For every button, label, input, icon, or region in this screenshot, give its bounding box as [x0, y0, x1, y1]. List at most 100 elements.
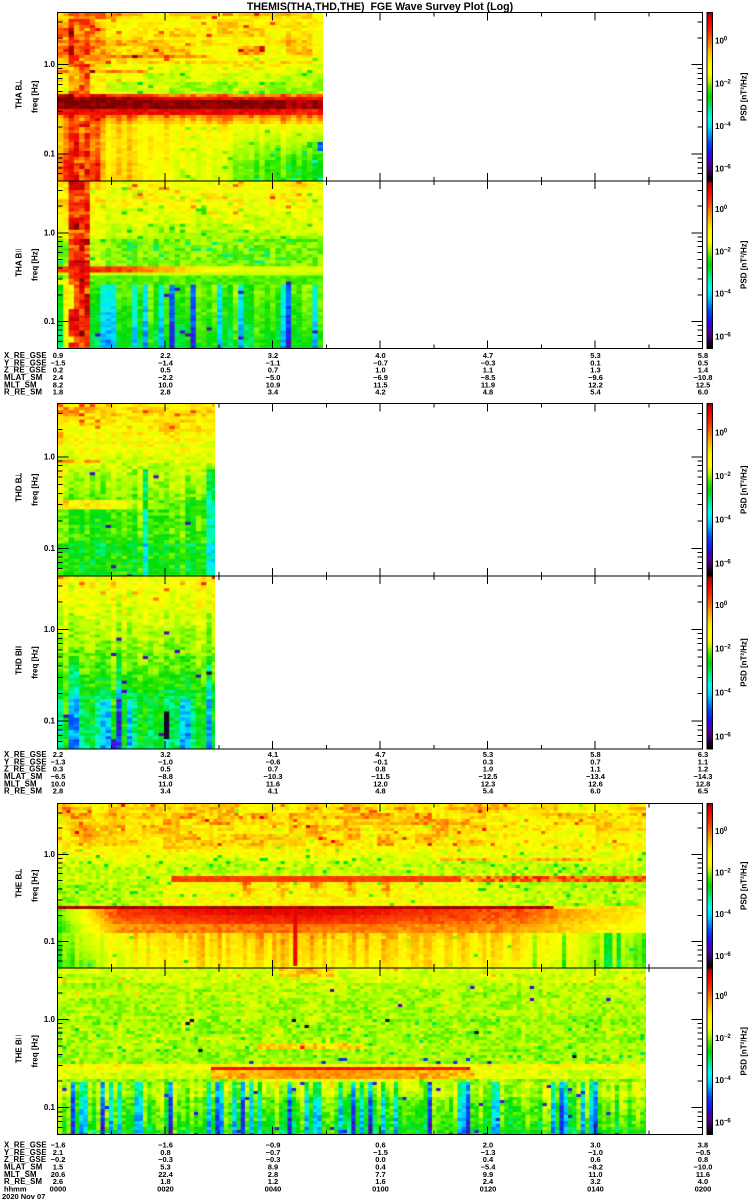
- svg-text:−1.3: −1.3: [481, 1148, 496, 1157]
- svg-text:1.0: 1.0: [44, 625, 56, 634]
- svg-text:R_RE_SM: R_RE_SM: [4, 388, 42, 397]
- svg-text:−1.5: −1.5: [51, 358, 66, 367]
- svg-text:THE B: THE B: [15, 874, 24, 898]
- svg-text:6.0: 6.0: [698, 388, 708, 397]
- svg-text:Y_RE_GSE: Y_RE_GSE: [4, 1148, 47, 1157]
- svg-text:−1.4: −1.4: [158, 358, 174, 367]
- svg-text:11.6: 11.6: [696, 1170, 710, 1179]
- svg-text:MLAT_SM: MLAT_SM: [4, 373, 43, 382]
- svg-text:−0.6: −0.6: [266, 757, 281, 766]
- svg-text:10.9: 10.9: [266, 380, 281, 389]
- svg-text:10−2: 10−2: [715, 472, 731, 481]
- svg-text:11.0: 11.0: [158, 779, 172, 788]
- svg-text:−1.0: −1.0: [158, 757, 173, 766]
- svg-text:MLT_SM: MLT_SM: [4, 779, 37, 788]
- svg-text:10−4: 10−4: [715, 290, 731, 299]
- svg-text:0.5: 0.5: [698, 358, 708, 367]
- svg-text:MLAT_SM: MLAT_SM: [4, 1162, 43, 1171]
- svg-text:10−4: 10−4: [715, 910, 731, 919]
- svg-text:0.1: 0.1: [590, 358, 600, 367]
- svg-text:−9.6: −9.6: [588, 373, 603, 382]
- svg-text:freq [Hz]: freq [Hz]: [31, 869, 40, 902]
- svg-text:2.2: 2.2: [160, 351, 170, 360]
- svg-text:−8.5: −8.5: [481, 373, 496, 382]
- svg-text:1.2: 1.2: [268, 1177, 278, 1186]
- svg-text:2.0: 2.0: [483, 1141, 493, 1150]
- svg-text:20.6: 20.6: [51, 1170, 66, 1179]
- svg-text:THA B: THA B: [15, 252, 24, 276]
- svg-text:0.1: 0.1: [44, 544, 56, 553]
- svg-text:X_RE_GSE: X_RE_GSE: [4, 1141, 47, 1150]
- svg-text:4.2: 4.2: [375, 388, 385, 397]
- svg-text:Y_RE_GSE: Y_RE_GSE: [4, 757, 47, 766]
- svg-text:THD B: THD B: [15, 477, 24, 502]
- svg-text:11.9: 11.9: [481, 380, 495, 389]
- svg-text:PSD [nT²/Hz]: PSD [nT²/Hz]: [740, 72, 749, 121]
- svg-text:PSD [nT²/Hz]: PSD [nT²/Hz]: [740, 465, 749, 514]
- svg-text:5.8: 5.8: [698, 351, 708, 360]
- svg-text:THD B: THD B: [15, 650, 24, 675]
- svg-text:6.3: 6.3: [698, 750, 708, 759]
- svg-text:−1.1: −1.1: [266, 358, 281, 367]
- svg-text:0140: 0140: [587, 1184, 604, 1193]
- svg-text:11.6: 11.6: [266, 779, 280, 788]
- svg-text:0.2: 0.2: [53, 366, 63, 375]
- svg-text:100: 100: [715, 428, 728, 437]
- svg-text:MLT_SM: MLT_SM: [4, 1170, 37, 1179]
- svg-text:100: 100: [715, 37, 728, 46]
- svg-text:−8.8: −8.8: [158, 772, 173, 781]
- svg-text:X_RE_GSE: X_RE_GSE: [4, 750, 47, 759]
- svg-text:4.7: 4.7: [483, 351, 493, 360]
- svg-text:2.8: 2.8: [268, 1170, 278, 1179]
- svg-text:−5.4: −5.4: [481, 1162, 497, 1171]
- svg-text:−0.7: −0.7: [373, 358, 388, 367]
- svg-text:2.6: 2.6: [53, 1177, 63, 1186]
- svg-text:0040: 0040: [265, 1184, 282, 1193]
- svg-text:1.5: 1.5: [53, 1162, 63, 1171]
- svg-text:2.4: 2.4: [53, 373, 64, 382]
- svg-text:freq [Hz]: freq [Hz]: [31, 1035, 40, 1068]
- svg-text:10−6: 10−6: [715, 952, 731, 961]
- svg-text:10.0: 10.0: [51, 779, 66, 788]
- svg-text:4.7: 4.7: [375, 750, 385, 759]
- svg-text:R_RE_SM: R_RE_SM: [4, 787, 42, 796]
- svg-text:1.0: 1.0: [44, 452, 56, 461]
- svg-text:1.2: 1.2: [698, 765, 708, 774]
- svg-text:−1.6: −1.6: [158, 1141, 173, 1150]
- svg-text:freq [Hz]: freq [Hz]: [31, 80, 40, 113]
- svg-text:3.8: 3.8: [698, 1141, 708, 1150]
- svg-text:−10.0: −10.0: [694, 1162, 713, 1171]
- svg-text:0020: 0020: [157, 1184, 174, 1193]
- svg-text:Y_RE_GSE: Y_RE_GSE: [4, 358, 47, 367]
- svg-text:−8.2: −8.2: [588, 1162, 603, 1171]
- svg-text:0000: 0000: [50, 1184, 67, 1193]
- svg-text:10−6: 10−6: [715, 165, 731, 174]
- svg-text:5.4: 5.4: [483, 787, 494, 796]
- svg-text:0100: 0100: [372, 1184, 389, 1193]
- svg-text:freq [Hz]: freq [Hz]: [31, 248, 40, 281]
- svg-text:3.0: 3.0: [590, 1141, 600, 1150]
- svg-text:0.4: 0.4: [375, 1162, 386, 1171]
- svg-text:11.5: 11.5: [373, 380, 387, 389]
- svg-text:PSD [nT²/Hz]: PSD [nT²/Hz]: [740, 1027, 749, 1076]
- svg-text:0.6: 0.6: [590, 1155, 600, 1164]
- svg-text:12.8: 12.8: [696, 779, 711, 788]
- svg-text:−12.5: −12.5: [479, 772, 498, 781]
- svg-text:−10.3: −10.3: [264, 772, 283, 781]
- svg-text:1.0: 1.0: [483, 765, 493, 774]
- svg-text:−1.3: −1.3: [51, 757, 66, 766]
- svg-text:11.0: 11.0: [588, 1170, 602, 1179]
- svg-text:−13.4: −13.4: [586, 772, 606, 781]
- svg-text:0.3: 0.3: [483, 757, 493, 766]
- svg-text:freq [Hz]: freq [Hz]: [31, 646, 40, 679]
- svg-text:2.1: 2.1: [53, 1148, 63, 1157]
- svg-text:1.3: 1.3: [590, 366, 600, 375]
- svg-text:1.0: 1.0: [375, 366, 385, 375]
- svg-text:−1.0: −1.0: [588, 1148, 603, 1157]
- svg-text:12.5: 12.5: [696, 380, 711, 389]
- svg-text:THE B: THE B: [15, 1039, 24, 1063]
- svg-text:−0.5: −0.5: [696, 1148, 711, 1157]
- svg-text:5.3: 5.3: [160, 1162, 170, 1171]
- svg-text:−14.3: −14.3: [694, 772, 713, 781]
- svg-text:100: 100: [715, 827, 728, 836]
